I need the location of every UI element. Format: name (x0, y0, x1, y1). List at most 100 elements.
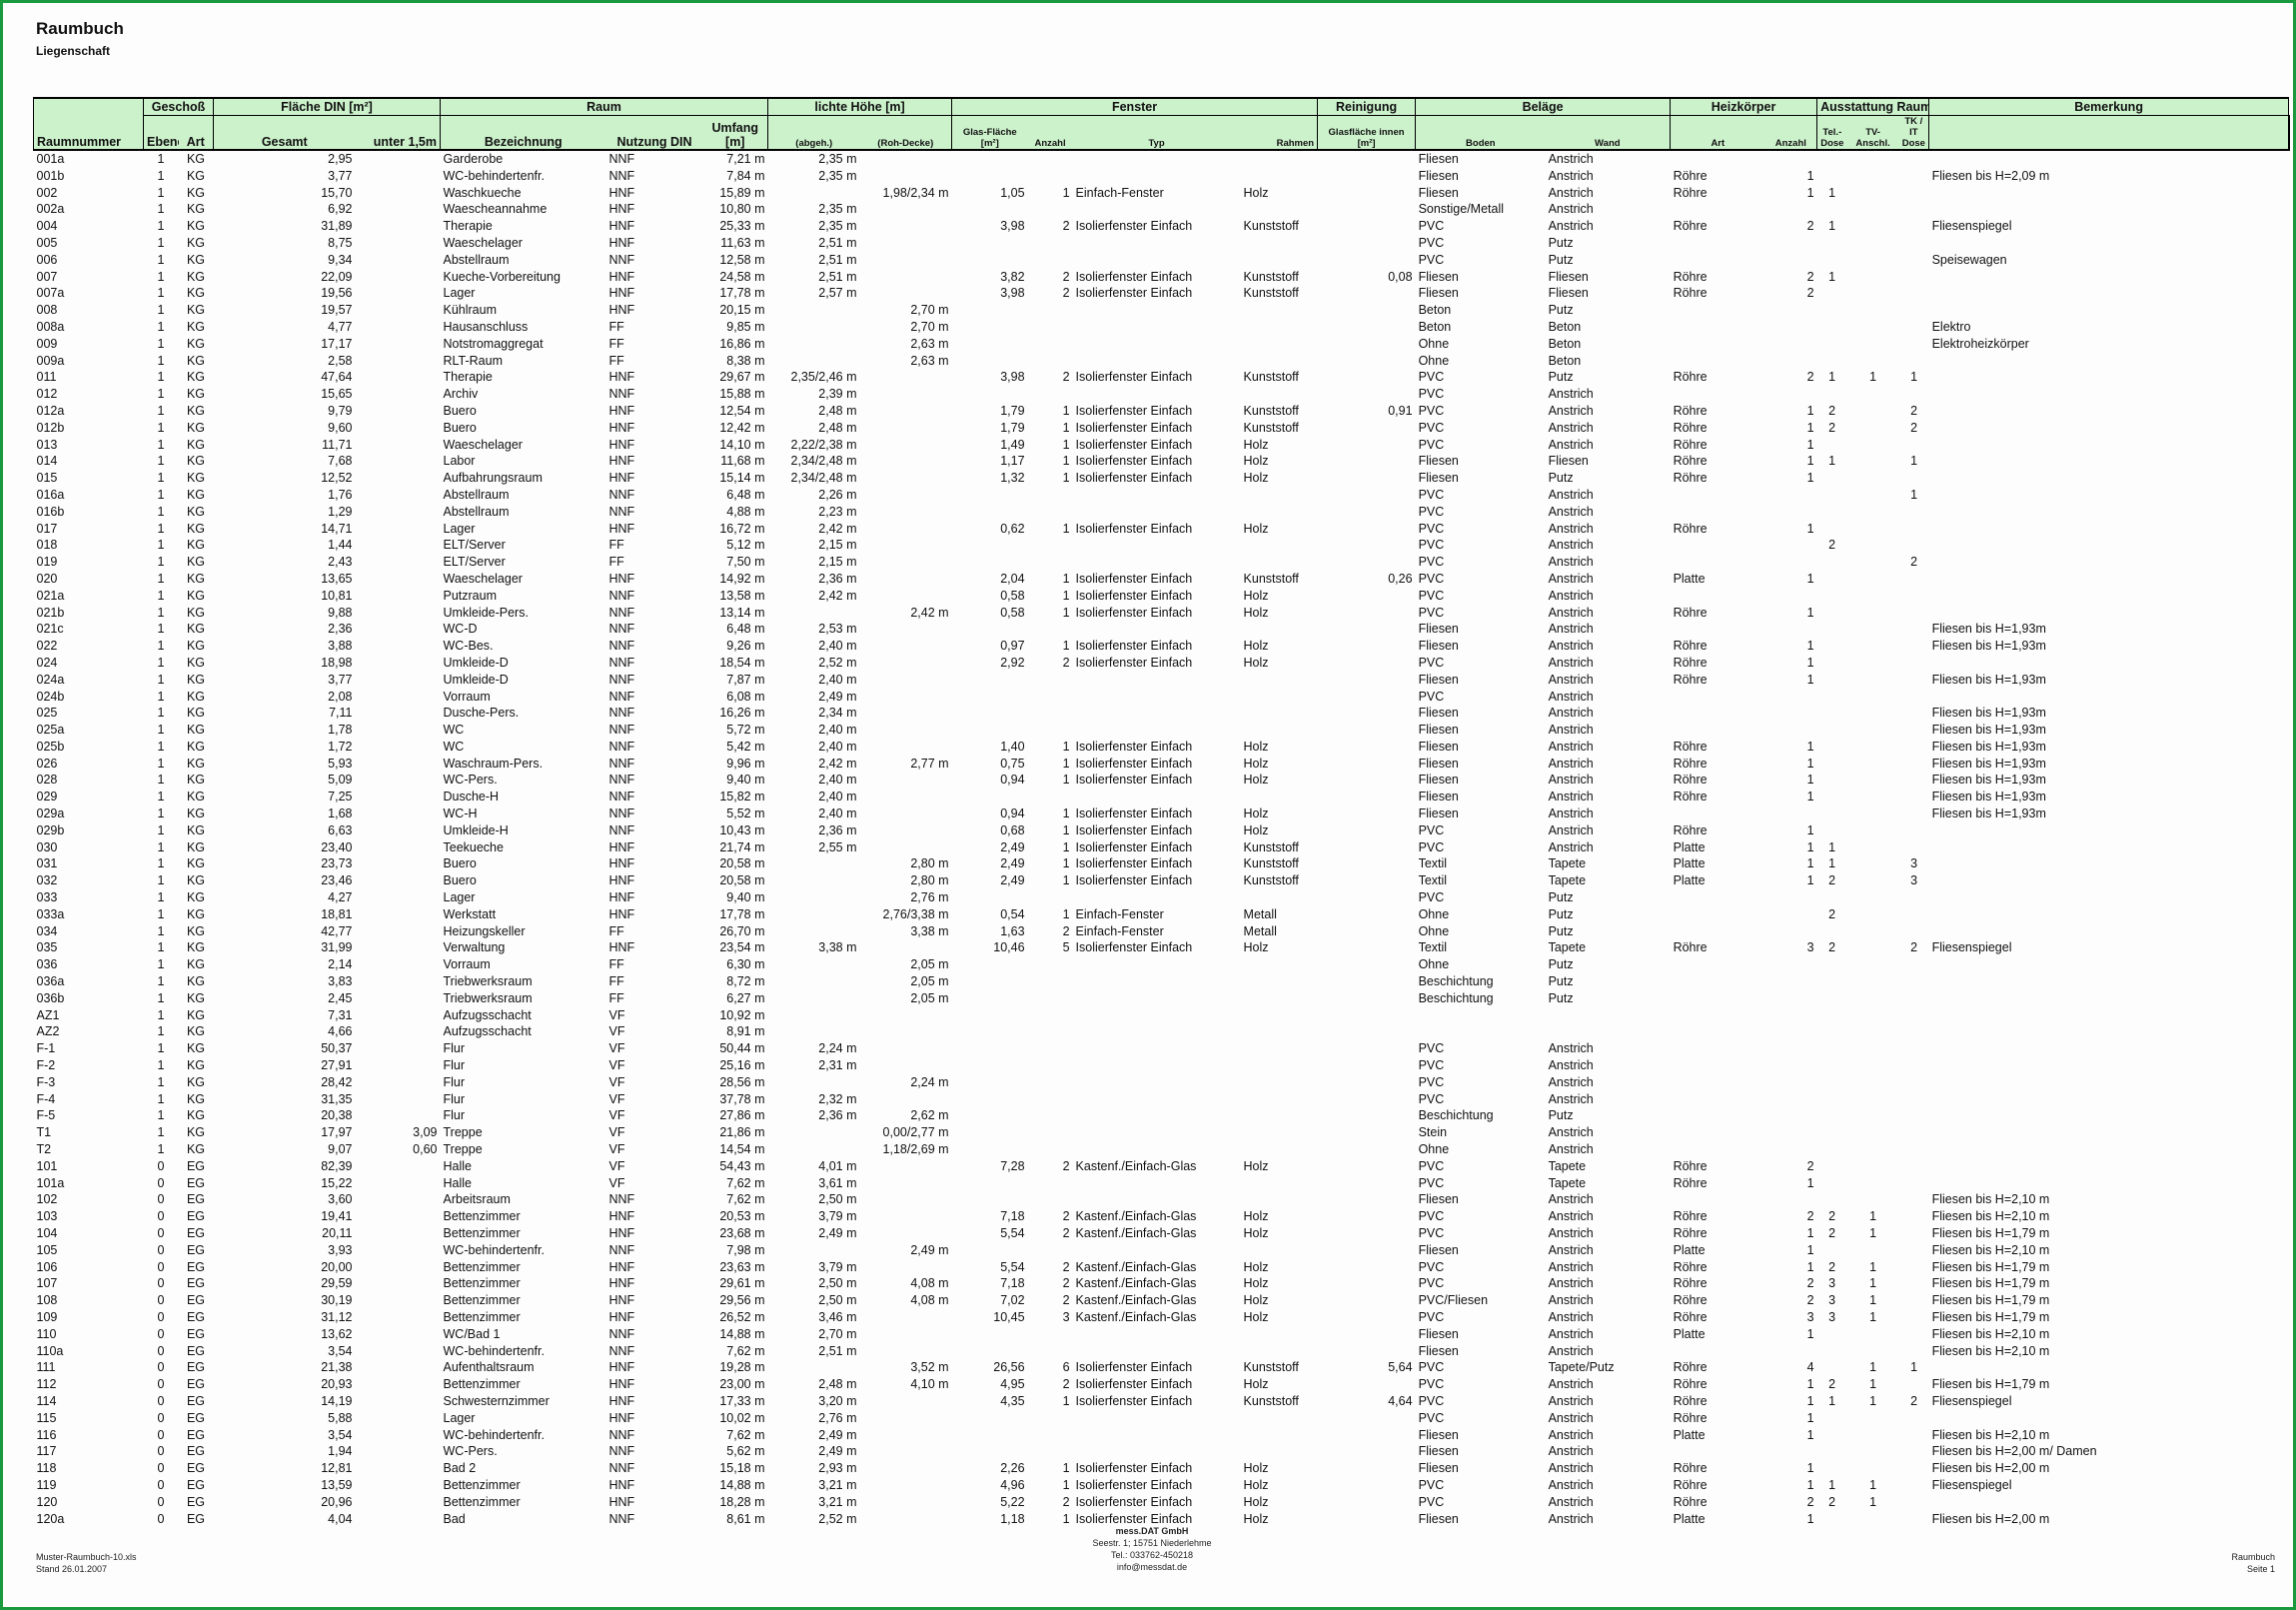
cell-ebene: 0 (157, 1175, 165, 1190)
cell-nutzung: NNF (608, 1326, 635, 1341)
cell-abgeh: 2,55 m (818, 839, 857, 854)
cell-boden: PVC (1418, 437, 1445, 452)
cell-typ (1073, 1343, 1241, 1360)
cell-anzahl: 1 (1062, 437, 1070, 452)
cell-art: KG (186, 1041, 206, 1056)
cell-wand: Anstrich (1548, 403, 1594, 418)
cell-nutzung: HNF (608, 1377, 635, 1392)
cell-ebene: 1 (157, 723, 165, 738)
cell-tv (1847, 554, 1899, 571)
cell-glasflaeche (952, 1443, 1028, 1460)
cell-art: EG (186, 1360, 206, 1375)
cell-nutzung: NNF (608, 168, 635, 183)
cell-gesamt: 9,07 (328, 1142, 353, 1157)
cell-tk (1899, 839, 1929, 856)
cell-bemerkung (1929, 521, 2289, 538)
cell-boden: PVC (1418, 370, 1445, 385)
cell-raumnummer: 004 (36, 219, 58, 234)
table-row: F-4 1 KG 31,35 Flur VF 37,78 m 2,32 m PVC Anstric… (34, 1091, 2289, 1108)
cell-wand: Anstrich (1548, 387, 1594, 402)
cell-unter15 (356, 621, 441, 638)
cell-nutzung: VF (608, 1142, 625, 1157)
cell-hk-anzahl (1765, 235, 1817, 252)
cell-bemerkung (1929, 1074, 2289, 1091)
cell-ebene: 1 (157, 790, 165, 805)
cell-umfang: 25,33 m (719, 219, 765, 234)
cell-art: KG (186, 185, 206, 200)
cell-tv (1847, 772, 1899, 789)
cell-glasflaeche: 0,68 (1000, 822, 1025, 837)
cell-bezeichnung: Aufenthaltsraum (443, 1360, 535, 1375)
cell-art: KG (186, 906, 206, 921)
cell-bemerkung: Fliesen bis H=1,79 m (1931, 1293, 2050, 1308)
cell-rahmen: Holz (1243, 1309, 1269, 1324)
cell-tk (1899, 1242, 1929, 1259)
cell-art: KG (186, 706, 206, 721)
cell-wand: Anstrich (1548, 1377, 1594, 1392)
cell-raumnummer: 021a (36, 588, 65, 603)
cell-hk-art (1671, 906, 1765, 923)
cell-abgeh: 2,50 m (818, 1192, 857, 1207)
cell-bezeichnung: Teekueche (443, 839, 504, 854)
cell-abgeh: 2,50 m (818, 1293, 857, 1308)
cell-typ: Isolierfenster Einfach (1075, 269, 1193, 284)
cell-bemerkung (1929, 1023, 2289, 1040)
cell-tv (1847, 453, 1899, 470)
cell-glasinnen (1318, 470, 1416, 487)
cell-glasflaeche: 3,98 (1000, 370, 1025, 385)
cell-tv (1847, 437, 1899, 454)
cell-tv (1847, 150, 1899, 168)
cell-art: KG (186, 504, 206, 519)
cell-rahmen (1241, 302, 1318, 319)
cell-boden: Fliesen (1418, 1444, 1459, 1459)
cell-raumnummer: T1 (36, 1125, 52, 1140)
cell-hk-art: Röhre (1673, 269, 1708, 284)
cell-wand: Tapete/Putz (1548, 1360, 1615, 1375)
cell-abgeh: 2,15 m (818, 538, 857, 553)
cell-hk-anzahl: 1 (1806, 822, 1814, 837)
cell-boden: Fliesen (1418, 622, 1459, 637)
cell-anzahl (1028, 319, 1073, 336)
cell-rohdecke (860, 150, 952, 168)
cell-raumnummer: 119 (36, 1477, 57, 1492)
cell-ebene: 0 (157, 1192, 165, 1207)
cell-hk-art: Röhre (1673, 1158, 1708, 1173)
cell-typ (1073, 150, 1241, 168)
cell-bemerkung (1929, 923, 2289, 940)
cell-anzahl (1028, 973, 1073, 990)
cell-typ: Isolierfenster Einfach (1075, 571, 1193, 586)
cell-hk-art: Platte (1673, 1242, 1706, 1257)
cell-bemerkung: Fliesenspiegel (1931, 1477, 2012, 1492)
cell-abgeh: 2,48 m (818, 403, 857, 418)
cell-unter15 (356, 235, 441, 252)
cell-nutzung: HNF (608, 471, 635, 486)
cell-glasinnen: 4,64 (1388, 1393, 1413, 1408)
cell-bezeichnung: Aufbahrungsraum (443, 471, 543, 486)
cell-boden: Ohne (1418, 957, 1450, 972)
table-row: 019 1 KG 2,43 ELT/Server FF 7,50 m 2,15 m PVC Ans… (34, 554, 2289, 571)
cell-bemerkung (1929, 1359, 2289, 1376)
cell-ebene: 0 (157, 1209, 165, 1224)
cell-tel (1817, 1410, 1847, 1427)
cell-glasinnen (1318, 319, 1416, 336)
cell-rahmen (1241, 353, 1318, 370)
cell-wand: Fliesen (1548, 454, 1589, 469)
cell-umfang: 11,63 m (720, 235, 765, 250)
cell-ebene: 1 (157, 319, 165, 334)
cell-glasinnen (1318, 1443, 1416, 1460)
cell-glasinnen (1318, 1309, 1416, 1326)
cell-art: KG (186, 655, 206, 670)
table-row: 120a 0 EG 4,04 Bad NNF 8,61 m 2,52 m 1,18 1 Isolie… (34, 1511, 2289, 1528)
cell-art: EG (186, 1444, 206, 1459)
cell-rohdecke: 2,42 m (910, 605, 949, 620)
cell-nutzung: HNF (608, 571, 635, 586)
cell-gesamt: 6,92 (328, 202, 353, 217)
cell-hk-anzahl (1765, 705, 1817, 722)
cell-boden: PVC (1418, 1259, 1445, 1274)
cell-rohdecke: 2,80 m (910, 873, 949, 888)
cell-rahmen: Holz (1243, 1494, 1269, 1509)
cell-art: EG (186, 1209, 206, 1224)
cell-tk: 2 (1910, 420, 1918, 435)
cell-tk: 1 (1910, 1360, 1918, 1375)
cell-rahmen (1241, 1007, 1318, 1024)
